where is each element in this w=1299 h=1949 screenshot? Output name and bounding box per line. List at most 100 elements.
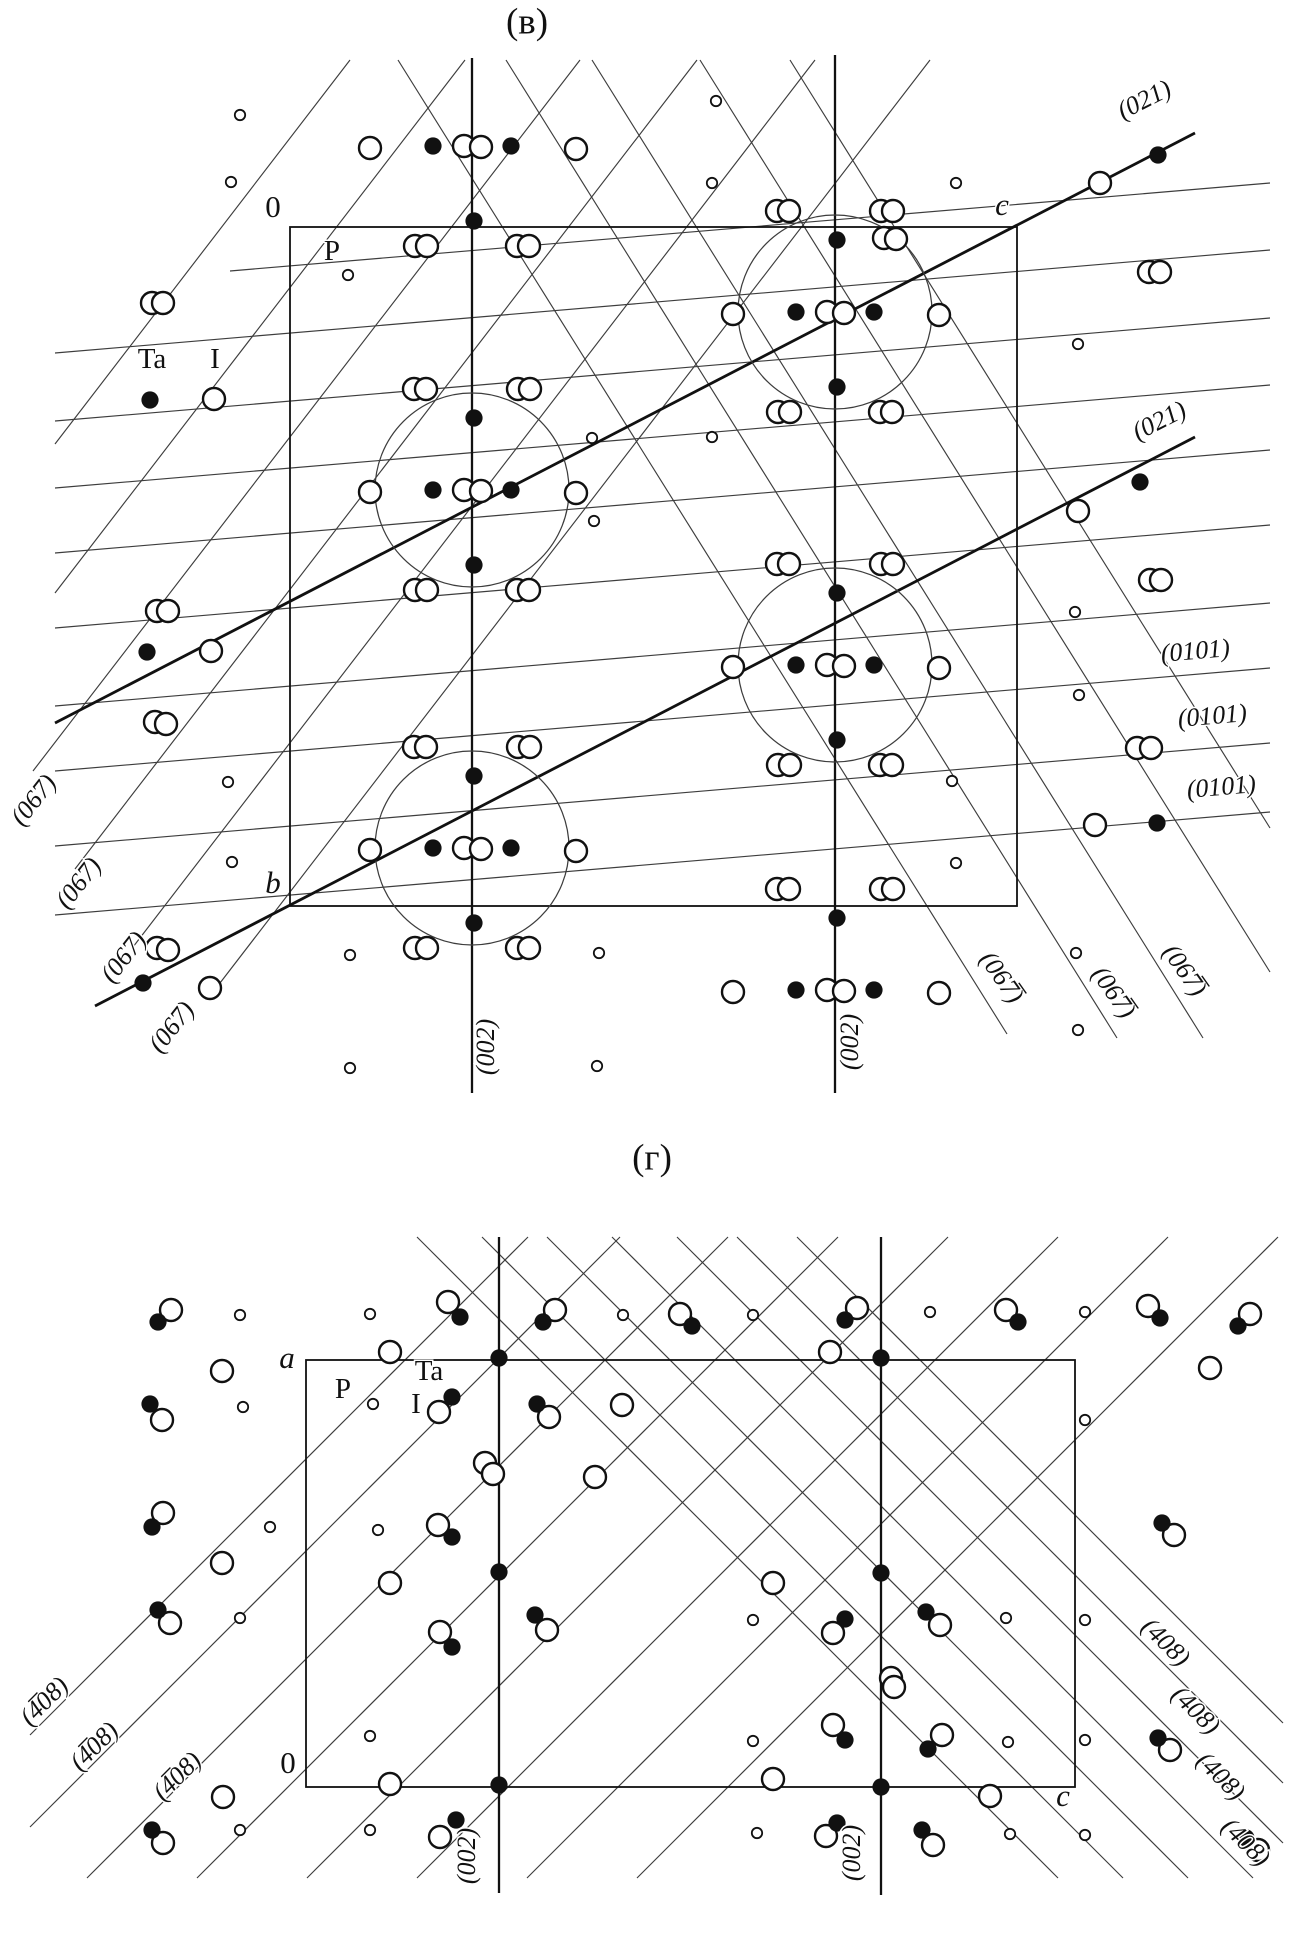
ta-atom (534, 1313, 552, 1331)
i-atom (155, 598, 181, 624)
i-atom (153, 711, 179, 737)
p-atom (746, 1613, 760, 1627)
plane-trace-line (54, 602, 1271, 707)
plane-label: (067) (50, 852, 108, 914)
legend-label: I (411, 1388, 421, 1420)
p-atom (923, 1305, 937, 1319)
i-atom (1245, 1837, 1271, 1863)
ta-atom (443, 1638, 461, 1656)
i-atom (534, 1617, 560, 1643)
i-atom (414, 577, 440, 603)
i-atom (150, 1830, 176, 1856)
i-atom (1237, 1301, 1263, 1327)
ta-atom (490, 1563, 508, 1581)
p-atom (999, 1611, 1013, 1625)
i-atom (542, 1297, 568, 1323)
ta-atom (526, 1606, 544, 1624)
i-atom (157, 1610, 183, 1636)
plane-trace-line (54, 449, 1271, 554)
ta-atom (1237, 1829, 1255, 1847)
plane-trace-line (481, 1236, 1124, 1879)
ta-atom (149, 1601, 167, 1619)
i-atom (516, 935, 542, 961)
plane-label: (4̅08) (64, 1716, 124, 1776)
ta-atom (683, 1317, 701, 1335)
i-atom (926, 980, 952, 1006)
i-atom (609, 1392, 635, 1418)
plane-trace-line (54, 742, 1271, 847)
legend-label: Ta (138, 343, 167, 375)
p-atom (746, 1734, 760, 1748)
ta-atom (502, 137, 520, 155)
ta-atom (836, 1311, 854, 1329)
i-atom (517, 734, 543, 760)
ta-atom (465, 556, 483, 574)
plane-021-line (94, 435, 1196, 1008)
plane-label: (408) (1166, 1680, 1226, 1740)
i-atom (993, 1297, 1019, 1323)
i-atom (468, 134, 494, 160)
i-atom (209, 1358, 235, 1384)
p-atom (221, 775, 235, 789)
p-atom (592, 946, 606, 960)
p-atom (1003, 1827, 1017, 1841)
p-atom (1071, 337, 1085, 351)
plane-trace-line (611, 1236, 1254, 1879)
p-atom (616, 1308, 630, 1322)
i-atom (879, 752, 905, 778)
plane-021-line (54, 131, 1196, 725)
i-atom (820, 1620, 846, 1646)
unit-cell-box (289, 226, 1018, 907)
plane-trace-line (306, 1236, 949, 1879)
i-atom (1197, 1355, 1223, 1381)
i-atom (357, 479, 383, 505)
plane-trace-line (546, 1236, 1189, 1879)
plane-trace-line (54, 524, 1271, 629)
i-atom (197, 975, 223, 1001)
plane-label: (067̅) (1086, 961, 1142, 1024)
plane-label: (067) (5, 769, 63, 831)
p-atom (587, 514, 601, 528)
i-atom (435, 1289, 461, 1315)
legend-label: I (210, 343, 220, 375)
p-atom (1078, 1305, 1092, 1319)
p-atom (709, 94, 723, 108)
plane-trace-line (54, 384, 1271, 489)
p-atom (343, 948, 357, 962)
ta-atom (872, 1564, 890, 1582)
i-atom (777, 399, 803, 425)
p-atom (1078, 1413, 1092, 1427)
ta-atom (528, 1395, 546, 1413)
plane-trace-line (54, 249, 1271, 354)
i-atom (413, 734, 439, 760)
i-atom (563, 480, 589, 506)
i-atom (927, 1612, 953, 1638)
i-atom (426, 1399, 452, 1425)
i-atom (831, 978, 857, 1004)
p-atom (343, 1061, 357, 1075)
i-atom (667, 1301, 693, 1327)
plane-label: (021) (1127, 395, 1190, 446)
i-atom (201, 386, 227, 412)
i-atom (880, 551, 906, 577)
ta-atom (424, 481, 442, 499)
ta-atom (836, 1610, 854, 1628)
p-atom (371, 1523, 385, 1537)
plane-label: (0101) (1176, 698, 1248, 733)
p-atom (341, 268, 355, 282)
i-atom (720, 654, 746, 680)
ta-atom (872, 1349, 890, 1367)
i-atom (720, 979, 746, 1005)
i-atom (198, 638, 224, 664)
i-atom (813, 1823, 839, 1849)
i-atom (377, 1570, 403, 1596)
i-atom (929, 1722, 955, 1748)
ta-atom (828, 1814, 846, 1832)
i-atom (720, 301, 746, 327)
p-atom (225, 855, 239, 869)
plane-label: (408) (1136, 1612, 1196, 1672)
ta-atom (465, 914, 483, 932)
legend-label: P (324, 235, 340, 267)
i-atom (357, 837, 383, 863)
i-atom (563, 136, 589, 162)
